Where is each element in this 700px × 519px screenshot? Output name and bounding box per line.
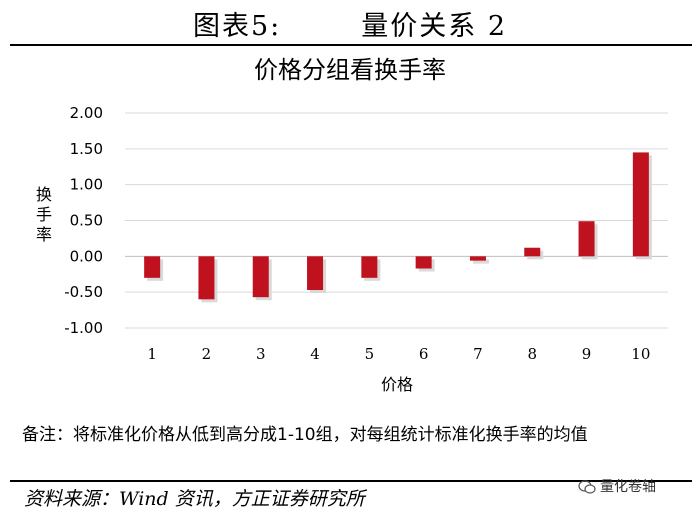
x-tick-label: 9 (582, 345, 592, 363)
y-axis-label-char: 率 (36, 225, 52, 244)
bar-8 (524, 247, 541, 257)
bar-3 (252, 256, 269, 298)
y-tick-label: 2.00 (70, 104, 103, 122)
bar-6 (415, 256, 432, 269)
bar-chart: 价格分组看换手率 2.001.501.000.500.00-0.50-1.00 … (36, 56, 668, 394)
bar-9 (578, 221, 595, 257)
watermark-text: 量化卷轴 (600, 479, 656, 495)
y-tick-label: -1.00 (64, 319, 103, 337)
figure-label: 图表5: (192, 11, 282, 42)
y-tick-label: 0.50 (70, 212, 103, 230)
data-source: 资料来源：Wind 资讯，方正证券研究所 (24, 488, 365, 510)
y-axis-ticks: 2.00 1.50 1.00 0.50 0.00 -0.50 -1.00 (64, 104, 103, 337)
header-divider (10, 44, 692, 46)
bar-7 (469, 256, 486, 261)
y-axis-label: 换手率 (36, 185, 52, 244)
x-tick-label: 5 (365, 345, 375, 363)
x-axis-ticks: 1 2 3 4 5 6 7 8 9 10 (147, 345, 650, 363)
x-axis-label: 价格 (381, 375, 413, 394)
x-tick-label: 10 (631, 345, 650, 363)
bar-5 (361, 256, 378, 278)
watermark: 量化卷轴 (578, 476, 690, 498)
x-tick-label: 7 (473, 345, 483, 363)
y-axis-label-char: 换 (36, 185, 52, 204)
y-tick-label: 0.00 (70, 247, 103, 265)
x-tick-label: 1 (147, 345, 157, 363)
bar-10 (632, 152, 649, 257)
figure-title: 量价关系 2 (361, 11, 508, 42)
x-tick-label: 8 (527, 345, 537, 363)
bar-4 (307, 256, 324, 291)
bars (144, 152, 652, 303)
figure-header: 图表5: 量价关系 2 (0, 0, 700, 42)
bar-1 (144, 256, 161, 278)
y-tick-label: 1.00 (70, 176, 103, 194)
wechat-icon (578, 480, 596, 494)
x-tick-label: 4 (310, 345, 320, 363)
y-tick-label: 1.50 (70, 140, 103, 158)
bar-shadow (472, 259, 489, 264)
x-tick-label: 6 (419, 345, 429, 363)
x-tick-label: 2 (202, 345, 212, 363)
chart-note: 备注：将标准化价格从低到高分成1-10组，对每组统计标准化换手率的均值 (22, 425, 588, 445)
y-axis-label-char: 手 (36, 205, 52, 224)
y-tick-label: -0.50 (64, 283, 103, 301)
chart-title: 价格分组看换手率 (254, 56, 446, 84)
footer-divider (10, 480, 692, 482)
bar-2 (198, 256, 215, 300)
x-tick-label: 3 (256, 345, 266, 363)
